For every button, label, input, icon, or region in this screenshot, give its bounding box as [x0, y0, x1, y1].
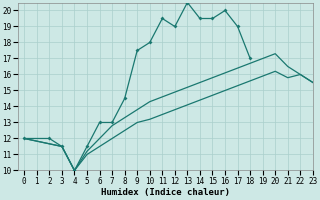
X-axis label: Humidex (Indice chaleur): Humidex (Indice chaleur)	[101, 188, 230, 198]
